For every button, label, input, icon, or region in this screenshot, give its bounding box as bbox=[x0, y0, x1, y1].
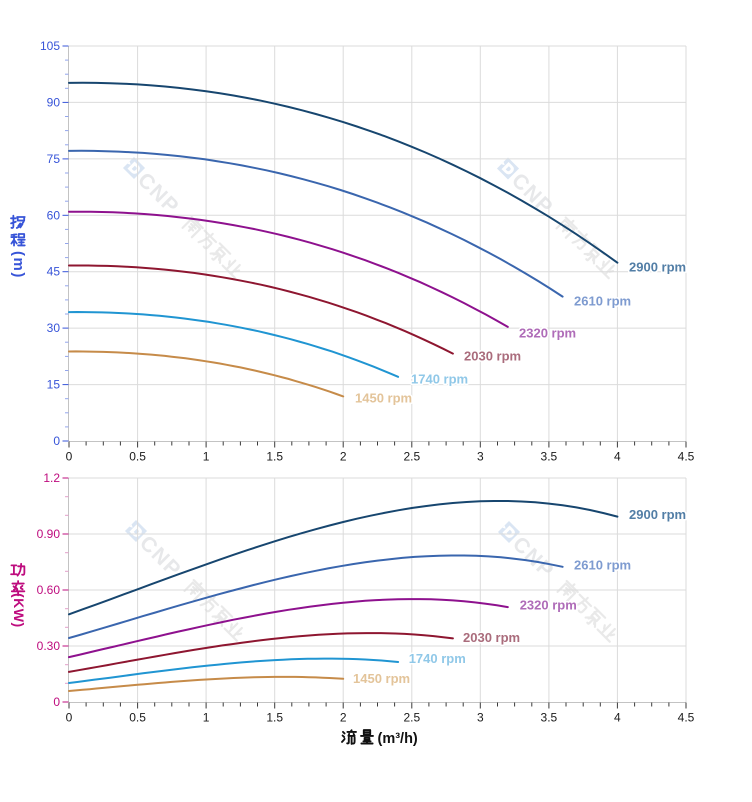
svg-text:4.5: 4.5 bbox=[678, 450, 695, 464]
svg-text:2610 rpm: 2610 rpm bbox=[574, 294, 631, 309]
svg-text:2030 rpm: 2030 rpm bbox=[463, 630, 520, 645]
svg-text:2030 rpm: 2030 rpm bbox=[464, 349, 521, 364]
svg-text:2.5: 2.5 bbox=[403, 450, 420, 464]
svg-text:1.5: 1.5 bbox=[266, 450, 283, 464]
svg-text:0: 0 bbox=[66, 711, 73, 725]
svg-text:1: 1 bbox=[203, 450, 210, 464]
svg-text:0.60: 0.60 bbox=[37, 583, 61, 597]
svg-text:2900 rpm: 2900 rpm bbox=[629, 507, 686, 522]
svg-text:3: 3 bbox=[477, 711, 484, 725]
svg-text:1450 rpm: 1450 rpm bbox=[355, 391, 412, 406]
svg-text:0.5: 0.5 bbox=[129, 450, 146, 464]
svg-text:1450 rpm: 1450 rpm bbox=[353, 671, 410, 686]
svg-text:1: 1 bbox=[203, 711, 210, 725]
svg-text:4: 4 bbox=[614, 711, 621, 725]
svg-text:105: 105 bbox=[40, 39, 60, 53]
svg-text:(m³/h): (m³/h) bbox=[378, 731, 418, 747]
svg-text:3.5: 3.5 bbox=[541, 711, 558, 725]
svg-text:4: 4 bbox=[614, 450, 621, 464]
svg-text:0.30: 0.30 bbox=[37, 639, 61, 653]
svg-text:30: 30 bbox=[47, 321, 61, 335]
svg-text:3: 3 bbox=[477, 450, 484, 464]
svg-text:(KW): (KW) bbox=[11, 593, 27, 628]
svg-text:90: 90 bbox=[47, 95, 61, 109]
svg-text:2320 rpm: 2320 rpm bbox=[520, 598, 577, 613]
svg-text:0.90: 0.90 bbox=[37, 527, 61, 541]
svg-text:75: 75 bbox=[47, 152, 61, 166]
svg-text:2.5: 2.5 bbox=[403, 711, 420, 725]
svg-text:0.5: 0.5 bbox=[129, 711, 146, 725]
svg-text:3.5: 3.5 bbox=[541, 450, 558, 464]
svg-text:0: 0 bbox=[53, 434, 60, 448]
svg-text:1740 rpm: 1740 rpm bbox=[409, 651, 466, 666]
svg-text:1.2: 1.2 bbox=[43, 471, 60, 485]
svg-text:4.5: 4.5 bbox=[678, 711, 695, 725]
svg-text:1740 rpm: 1740 rpm bbox=[411, 372, 468, 387]
svg-text:0: 0 bbox=[66, 450, 73, 464]
svg-text:2: 2 bbox=[340, 711, 347, 725]
svg-text:45: 45 bbox=[47, 265, 61, 279]
svg-text:15: 15 bbox=[47, 378, 61, 392]
svg-text:2: 2 bbox=[340, 450, 347, 464]
svg-text:60: 60 bbox=[47, 208, 61, 222]
svg-text:2320 rpm: 2320 rpm bbox=[519, 326, 576, 341]
svg-text:2900 rpm: 2900 rpm bbox=[629, 260, 686, 275]
svg-text:2610 rpm: 2610 rpm bbox=[574, 558, 631, 573]
svg-text:(m): (m) bbox=[10, 251, 27, 279]
svg-text:0: 0 bbox=[53, 695, 60, 709]
svg-text:1.5: 1.5 bbox=[266, 711, 283, 725]
